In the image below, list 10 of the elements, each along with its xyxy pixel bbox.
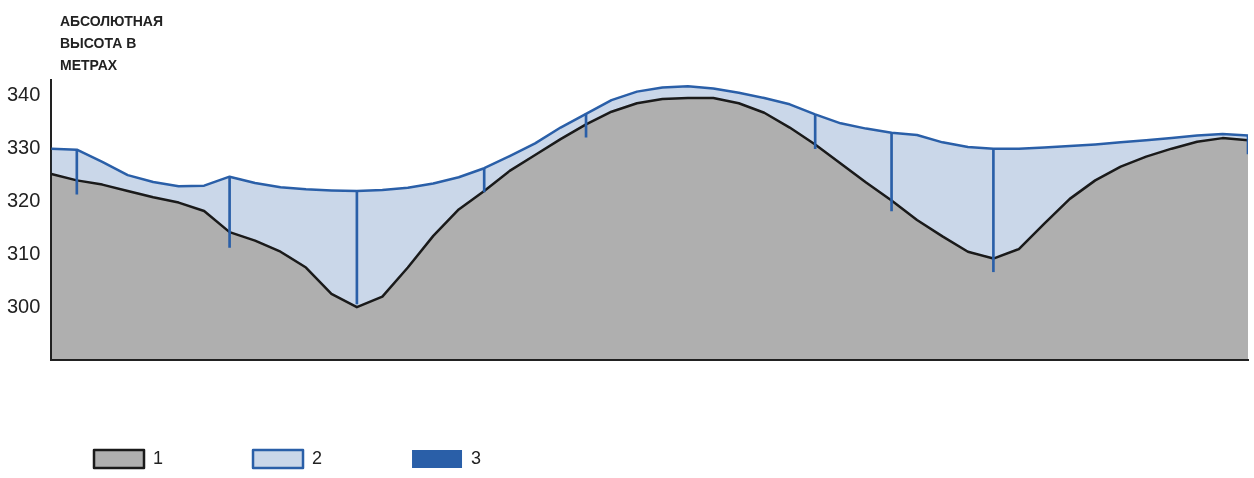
y-tick-label: 330 bbox=[6, 136, 41, 159]
bar bbox=[813, 114, 817, 150]
y-axis-title: АБСОЛЮТНАЯ ВЫСОТА В МЕТРАХ bbox=[60, 12, 165, 75]
legend-label: 3 bbox=[471, 447, 482, 468]
y-tick-label: 300 bbox=[6, 294, 41, 317]
legend-label: 2 bbox=[312, 447, 323, 468]
y-tick-label: 310 bbox=[6, 241, 41, 264]
legend-label: 1 bbox=[153, 447, 164, 468]
y-tick-label: 340 bbox=[6, 83, 41, 106]
y-tick-label: 320 bbox=[6, 189, 41, 212]
